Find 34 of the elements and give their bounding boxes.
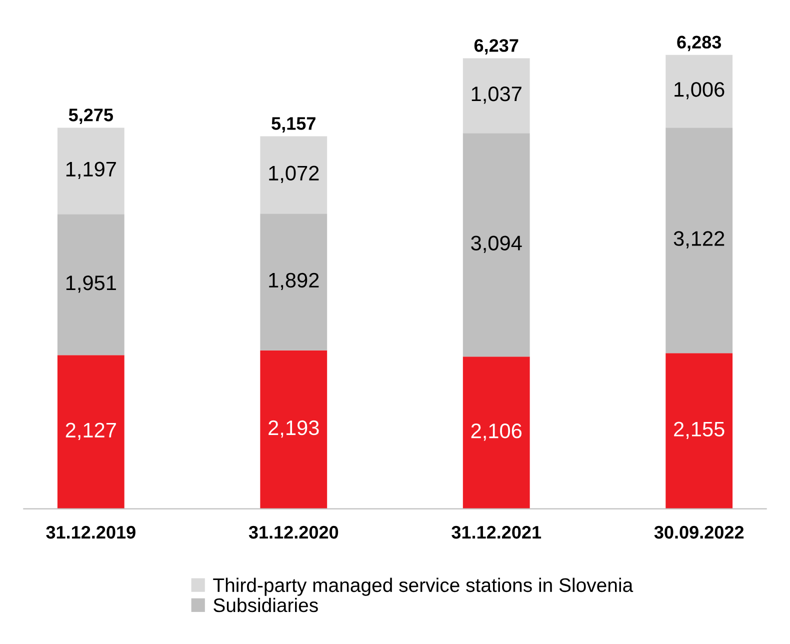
bar — [57, 355, 124, 509]
bar — [57, 214, 124, 356]
data-label: 2,193 — [268, 420, 319, 438]
bar — [666, 54, 733, 128]
bar — [666, 128, 733, 354]
data-label: 2,106 — [471, 424, 522, 441]
data-label: 3,122 — [674, 231, 724, 248]
x-tick-label: 31.12.2021 — [452, 526, 542, 539]
x-tick-label: 31.12.2019 — [46, 526, 136, 539]
bar — [462, 356, 530, 509]
x-tick-label: 31.12.2020 — [248, 526, 338, 539]
legend-label: Third-party managed service stations in Slovenia — [213, 578, 634, 596]
total-label: 5,275 — [68, 108, 113, 124]
data-label: 1,037 — [472, 86, 522, 104]
legend-label: Subsidiaries — [214, 598, 318, 612]
total-label: 6,237 — [474, 39, 518, 54]
bar — [260, 214, 328, 350]
data-label: 1,892 — [269, 272, 319, 290]
data-label: 1,197 — [66, 162, 116, 179]
x-tick-label: 30.09.2022 — [654, 526, 744, 539]
total-label: 6,283 — [677, 36, 722, 52]
data-label: 3,094 — [471, 236, 522, 253]
data-label: 1,072 — [269, 166, 319, 184]
bar — [462, 133, 530, 357]
total-label: 5,157 — [272, 117, 316, 133]
bar — [260, 350, 328, 509]
bar — [462, 58, 530, 134]
data-label: 1,006 — [674, 82, 724, 100]
data-label: 2,127 — [66, 422, 116, 440]
data-label: 1,951 — [66, 275, 116, 293]
bar — [57, 128, 124, 214]
bar — [260, 136, 328, 214]
bar — [666, 353, 733, 509]
data-label: 2,155 — [674, 422, 724, 439]
